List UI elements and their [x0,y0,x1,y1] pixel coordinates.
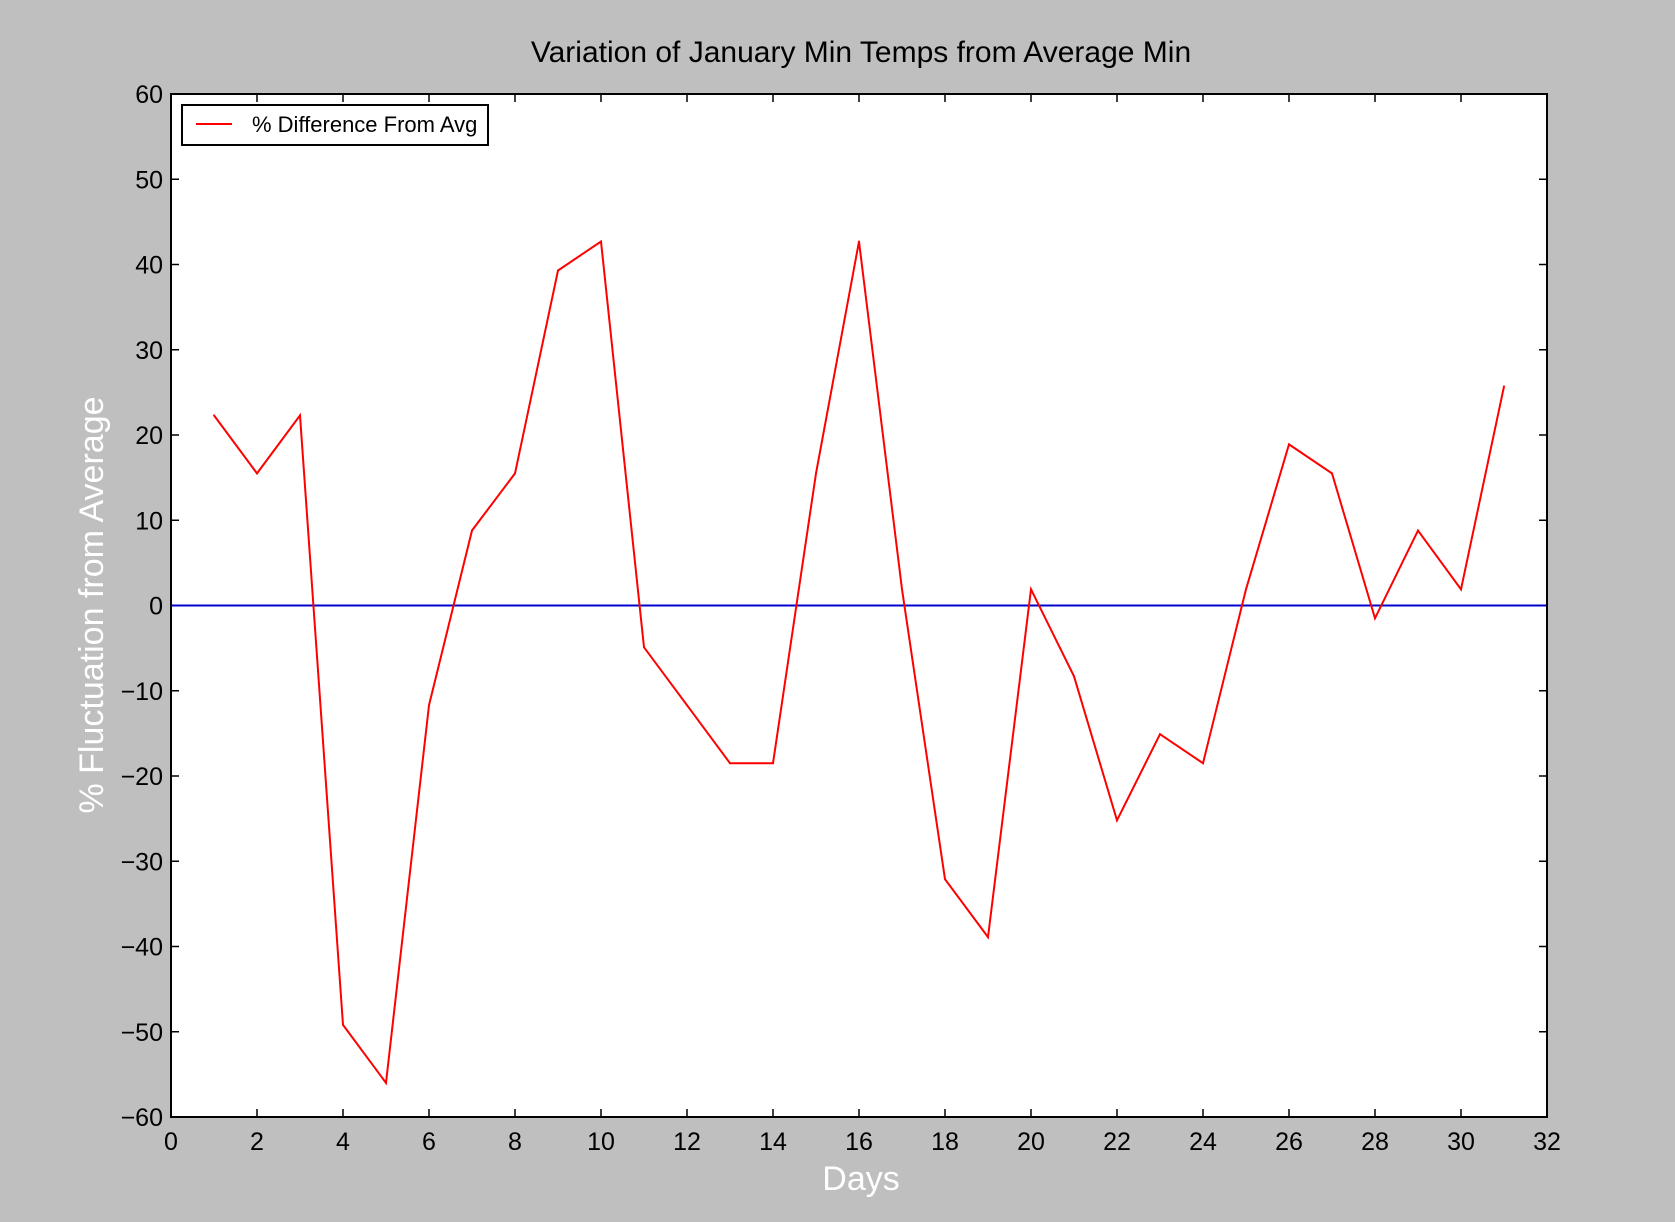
y-tick-label: −50 [121,1019,163,1047]
x-tick-label: 8 [508,1128,522,1156]
data-point [1417,529,1419,532]
x-tick-label: 0 [164,1128,178,1156]
data-point [1159,733,1161,736]
y-tick-label: −60 [121,1104,163,1132]
lines-layer [171,239,1547,1086]
y-tick-label: 10 [135,507,163,535]
y-tick-label: 40 [135,252,163,280]
data-point [1331,472,1333,475]
data-point [1374,617,1376,620]
data-point [1245,588,1247,591]
y-tick-label: 30 [135,337,163,365]
y-axis-label: % Fluctuation from Average [73,396,111,813]
x-tick-label: 22 [1103,1128,1131,1156]
x-tick-label: 16 [845,1128,873,1156]
data-point [643,646,645,649]
data-point [1073,675,1075,678]
y-tick-label: 60 [135,81,163,109]
x-tick-label: 10 [587,1128,615,1156]
x-tick-label: 2 [250,1128,264,1156]
data-point [901,588,903,591]
ticks-layer: 0 2 4 6 8 10 12 14 16 18 20 22 24 26 28 30 3260504030201… [121,81,1561,1156]
data-point [1503,385,1505,388]
data-point [385,1081,387,1084]
data-point [256,472,258,475]
x-tick-label: 30 [1447,1128,1475,1156]
x-tick-label: 12 [673,1128,701,1156]
data-point [514,472,516,475]
x-axis-label: Days [822,1160,899,1198]
legend-box [181,104,489,146]
legend: % Difference From Avg [181,104,489,146]
y-tick-label: −20 [121,763,163,791]
data-point [1460,588,1462,591]
y-tick-label: 20 [135,422,163,450]
data-point [471,529,473,532]
data-point [299,414,301,417]
x-tick-label: 18 [931,1128,959,1156]
chart-title: Variation of January Min Temps from Aver… [531,36,1191,69]
data-point [1030,588,1032,591]
data-point [772,762,774,765]
legend-label: % Difference From Avg [252,112,477,137]
x-tick-label: 26 [1275,1128,1303,1156]
data-point [557,269,559,272]
data-point [858,240,860,243]
x-tick-label: 14 [759,1128,787,1156]
x-tick-label: 20 [1017,1128,1045,1156]
data-point [729,762,731,765]
data-point [686,704,688,707]
data-point [815,472,817,475]
data-point [1116,819,1118,822]
data-point [213,414,215,417]
y-tick-label: 0 [149,593,163,621]
x-tick-label: 4 [336,1128,350,1156]
data-point [1202,762,1204,765]
x-tick-label: 32 [1533,1128,1561,1156]
y-tick-label: −30 [121,848,163,876]
data-point [428,704,430,707]
y-tick-label: −10 [121,678,163,706]
y-tick-label: 50 [135,166,163,194]
data-point [987,936,989,939]
x-tick-label: 28 [1361,1128,1389,1156]
data-point [342,1023,344,1026]
x-tick-label: 6 [422,1128,436,1156]
x-tick-label: 24 [1189,1128,1217,1156]
plot-frame [170,93,1548,1118]
data-point [1288,443,1290,446]
y-tick-label: −40 [121,934,163,962]
data-point [944,878,946,881]
data-point [600,240,602,243]
